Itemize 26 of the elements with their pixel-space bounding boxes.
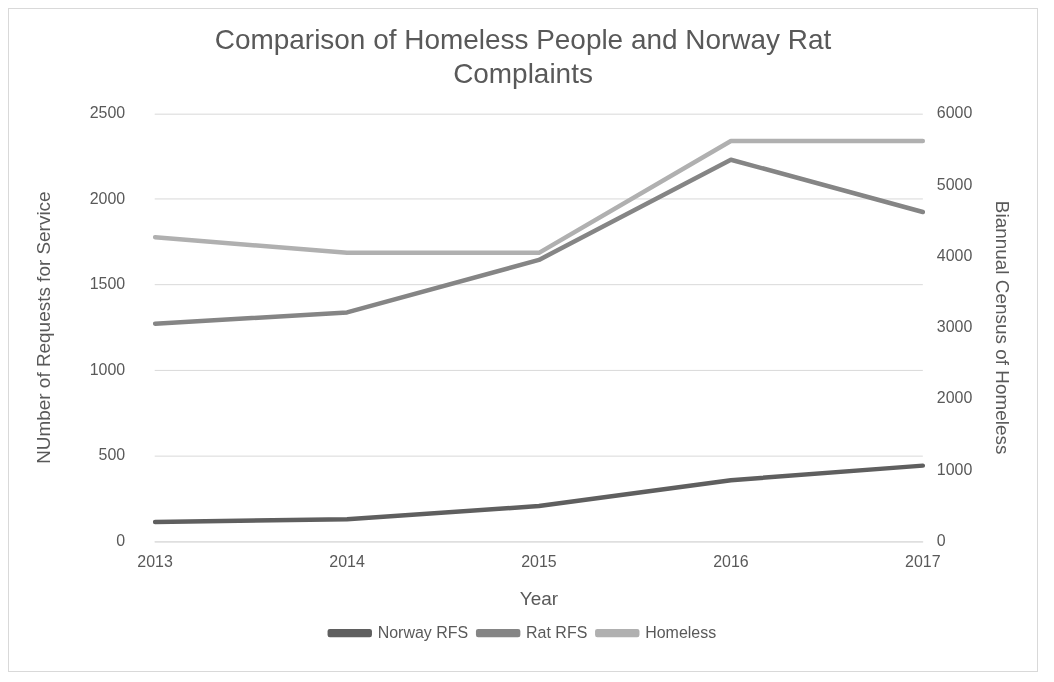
legend-label: Norway RFS (377, 623, 469, 641)
y2-tick-label: 4000 (936, 246, 973, 264)
y-tick-label: 500 (98, 446, 126, 464)
y-axis-title: NUmber of Requests for Service (32, 191, 54, 464)
text: Comparison of Homeless People and Norway Rat (214, 24, 832, 56)
y2-axis-title: Biannual Census of Homeless (992, 200, 1014, 455)
y2-tick-label: 6000 (936, 104, 973, 122)
x-tick-label: 2014 (329, 553, 365, 571)
y-tick-label: 1000 (89, 360, 126, 378)
y-tick-label: 0 (116, 531, 126, 549)
x-tick-label: 2013 (137, 553, 173, 571)
y-tick-label: 2000 (89, 189, 126, 207)
y2-tick-label: 2000 (936, 389, 973, 407)
y2-tick-label: 0 (936, 531, 946, 549)
x-tick-label: 2015 (521, 553, 557, 571)
x-axis-title: Year (519, 588, 559, 610)
x-tick-label: 2016 (713, 553, 749, 571)
y-tick-label: 2500 (89, 104, 126, 122)
x-tick-label: 2017 (905, 553, 941, 571)
legend-label: Rat RFS (526, 623, 588, 641)
y2-tick-label: 1000 (936, 460, 973, 478)
y2-tick-label: 5000 (936, 175, 973, 193)
y2-tick-label: 3000 (936, 318, 973, 336)
y-tick-label: 1500 (89, 275, 126, 293)
text: Complaints (453, 57, 593, 89)
legend-label: Homeless (645, 623, 717, 641)
